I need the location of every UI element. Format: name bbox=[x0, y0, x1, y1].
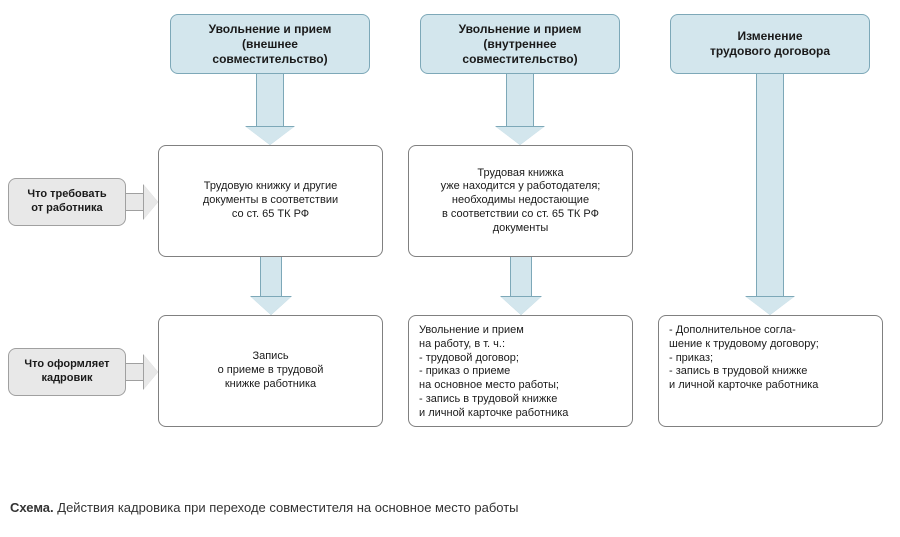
caption-label: Схема. bbox=[10, 500, 54, 515]
header-col-3: Изменениетрудового договора bbox=[670, 14, 870, 74]
side-row-1-text: Что требоватьот работника bbox=[27, 188, 106, 216]
header-col-1: Увольнение и прием(внешнеесовместительст… bbox=[170, 14, 370, 74]
caption-text: Действия кадровика при переходе совмести… bbox=[57, 500, 518, 515]
cell-r2-c3-text: - Дополнительное согла-шение к трудовому… bbox=[669, 324, 819, 393]
cell-r2-c1-text: Записьо приеме в трудовойкнижке работник… bbox=[218, 350, 324, 391]
header-col-3-text: Изменениетрудового договора bbox=[710, 29, 830, 59]
header-col-2: Увольнение и прием(внутреннеесовместител… bbox=[420, 14, 620, 74]
cell-r2-c2-text: Увольнение и приемна работу, в т. ч.:- т… bbox=[419, 324, 568, 420]
cell-r1-c2: Трудовая книжкауже находится у работодат… bbox=[408, 145, 633, 257]
side-row-2: Что оформляеткадровик bbox=[8, 348, 126, 396]
side-row-1: Что требоватьот работника bbox=[8, 178, 126, 226]
cell-r2-c3: - Дополнительное согла-шение к трудовому… bbox=[658, 315, 883, 427]
cell-r2-c2: Увольнение и приемна работу, в т. ч.:- т… bbox=[408, 315, 633, 427]
cell-r1-c1-text: Трудовую книжку и другиедокументы в соот… bbox=[203, 180, 338, 221]
side-row-2-text: Что оформляеткадровик bbox=[24, 358, 109, 386]
cell-r2-c1: Записьо приеме в трудовойкнижке работник… bbox=[158, 315, 383, 427]
header-col-2-text: Увольнение и прием(внутреннеесовместител… bbox=[459, 22, 582, 67]
cell-r1-c1: Трудовую книжку и другиедокументы в соот… bbox=[158, 145, 383, 257]
caption: Схема. Действия кадровика при переходе с… bbox=[10, 500, 519, 515]
cell-r1-c2-text: Трудовая книжкауже находится у работодат… bbox=[441, 167, 601, 236]
header-col-1-text: Увольнение и прием(внешнеесовместительст… bbox=[209, 22, 332, 67]
